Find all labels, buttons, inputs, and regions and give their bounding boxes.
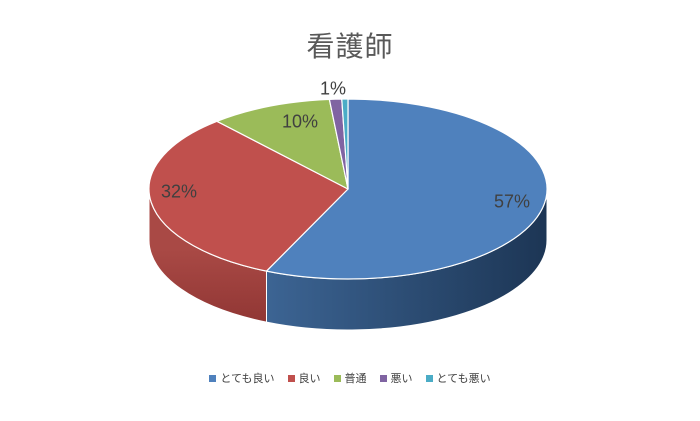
pie-top-surface <box>148 98 548 280</box>
data-label-3: 1% <box>319 78 347 99</box>
data-label-2: 10% <box>281 111 319 132</box>
legend-swatch-icon <box>379 374 387 382</box>
legend-swatch-icon <box>425 374 433 382</box>
legend-label: 良い <box>298 373 321 385</box>
pie-slice-4 <box>341 98 349 190</box>
chart-title: 看護師 <box>306 31 394 62</box>
legend-item-3: 悪い <box>379 370 413 386</box>
legend-swatch-icon <box>209 374 217 382</box>
legend-item-1: 良い <box>287 370 321 386</box>
legend-item-4: とても悪い <box>425 370 491 386</box>
data-label-0: 57% <box>493 191 531 212</box>
legend-swatch-icon <box>333 374 341 382</box>
legend-item-0: とても良い <box>209 370 275 386</box>
legend-label: 普通 <box>344 373 367 385</box>
legend-swatch-icon <box>287 374 295 382</box>
legend-item-2: 普通 <box>333 370 367 386</box>
legend-label: 悪い <box>390 373 413 385</box>
legend: とても良い 良い 普通 悪い とても悪い <box>0 370 700 386</box>
pie-slice-1 <box>148 120 349 272</box>
legend-label: とても良い <box>220 373 275 385</box>
data-label-1: 32% <box>160 181 198 202</box>
pie-slice-0 <box>265 98 548 280</box>
legend-label: とても悪い <box>436 373 491 385</box>
pie-slice-2 <box>216 98 349 190</box>
